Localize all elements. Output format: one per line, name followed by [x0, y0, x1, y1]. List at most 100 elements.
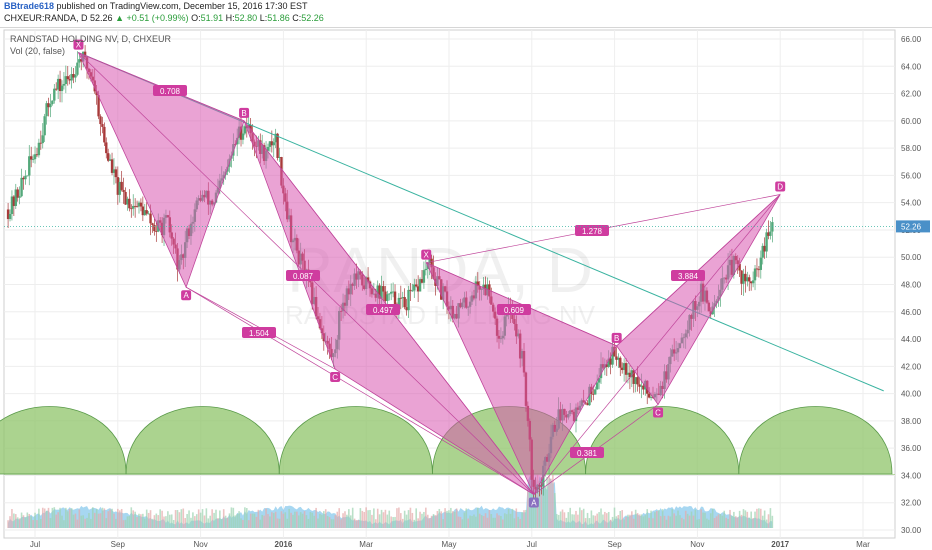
- ratio-badge: [671, 270, 705, 281]
- candle-body: [133, 205, 137, 207]
- up-arrow-icon: ▲: [115, 13, 124, 23]
- volume-bar: [159, 509, 161, 528]
- volume-bar: [640, 514, 643, 528]
- pattern-point-badge: [421, 249, 432, 260]
- candle-body: [58, 78, 62, 92]
- x-tick-label: Jul: [30, 540, 40, 549]
- volume-bar: [371, 514, 373, 528]
- candle-body: [757, 269, 761, 271]
- candle-body: [124, 191, 127, 205]
- volume-bar: [477, 507, 479, 528]
- y-tick-label: 54.00: [901, 199, 922, 208]
- pattern-point-label: B: [614, 334, 619, 343]
- volume-bar: [238, 511, 240, 528]
- volume-bar: [550, 478, 552, 528]
- ratio-label: 0.381: [577, 449, 598, 458]
- volume-bar: [459, 516, 462, 528]
- candle-body: [595, 382, 599, 390]
- volume-bar: [384, 509, 387, 528]
- volume-bar: [621, 510, 623, 528]
- volume-bar: [22, 515, 25, 528]
- candle-body: [76, 62, 79, 75]
- volume-bar: [663, 515, 666, 528]
- volume-bar: [442, 519, 444, 528]
- candle-body: [108, 159, 112, 161]
- volume-bar: [234, 515, 237, 528]
- candle-body: [366, 277, 370, 282]
- volume-bar: [752, 518, 754, 528]
- volume-bar: [577, 514, 579, 528]
- volume-bar: [323, 511, 325, 528]
- volume-bar: [665, 519, 668, 528]
- candle-body: [51, 100, 54, 104]
- candle-body: [376, 285, 379, 298]
- volume-bar: [7, 520, 9, 528]
- volume-bar: [677, 510, 679, 528]
- pattern-point-label: C: [655, 409, 661, 418]
- volume-bar: [290, 512, 292, 528]
- pattern-point-badge: [330, 372, 341, 383]
- volume-bar: [209, 515, 212, 528]
- volume-bar: [754, 511, 756, 528]
- candle-body: [761, 245, 764, 258]
- volume-bar: [727, 518, 729, 528]
- volume-bar: [63, 520, 65, 528]
- candle-body: [638, 384, 641, 387]
- volume-bar: [199, 512, 202, 528]
- volume-bar: [149, 510, 152, 528]
- volume-bar: [659, 516, 662, 528]
- candle-body: [630, 370, 634, 378]
- y-tick-label: 56.00: [901, 171, 922, 180]
- volume-bar: [124, 519, 127, 528]
- volume-bar: [357, 520, 360, 528]
- pattern-ratio-line: [185, 286, 535, 495]
- ratio-badge: [153, 85, 187, 96]
- candle-body: [118, 181, 121, 195]
- volume-bar: [182, 508, 185, 528]
- candle-body: [114, 169, 118, 178]
- volume-bar: [361, 510, 364, 528]
- candle-body: [14, 189, 17, 206]
- candle-body: [116, 177, 120, 195]
- price-axis[interactable]: 30.00 32.00 34.00 36.00 38.00 40.00 42.00 44.00…: [4, 35, 930, 535]
- volume-bar: [746, 511, 749, 528]
- volume-bar: [288, 508, 290, 528]
- volume-bar: [251, 513, 254, 528]
- volume-bar: [82, 515, 84, 528]
- volume-bar: [409, 507, 412, 528]
- volume-bar: [421, 513, 423, 528]
- volume-bar: [95, 509, 98, 528]
- volume-bar: [700, 509, 702, 528]
- open-label: O:: [191, 13, 201, 23]
- volume-bar: [644, 515, 647, 528]
- volume-bar: [602, 514, 604, 528]
- volume-bar: [55, 514, 58, 528]
- volume-bar: [113, 513, 115, 528]
- volume-bar: [330, 519, 333, 528]
- harmonic-patterns[interactable]: X A B C 0.708 0.087 1.504 X A B C D 0.497 0.609 0.381 3…: [73, 39, 786, 508]
- price-chart[interactable]: RANDA, D RANDSTAD HOLDING NV XABC0.7080.…: [0, 28, 932, 550]
- header-divider: [0, 27, 932, 28]
- volume-bar: [57, 512, 59, 528]
- candle-body: [628, 372, 632, 378]
- volume-bar: [107, 511, 109, 528]
- ratio-badge: [242, 327, 276, 338]
- volume-bar: [708, 519, 710, 528]
- candle-body: [647, 393, 651, 398]
- volume-bar: [451, 511, 454, 528]
- time-axis[interactable]: Jul Sep Nov 2016 Mar May Jul Sep Nov 2017 Mar: [30, 540, 870, 549]
- volume-bar: [16, 517, 19, 528]
- volume-bar: [498, 515, 500, 528]
- author-link[interactable]: BBtrade618: [4, 1, 55, 11]
- volume-bar: [192, 512, 194, 528]
- volume-bar: [26, 512, 29, 528]
- candle-body: [64, 76, 68, 85]
- volume-bar: [236, 514, 238, 528]
- volume-bar: [548, 475, 550, 528]
- volume-bar: [675, 515, 677, 528]
- volume-bar: [769, 508, 772, 528]
- volume-bar: [294, 511, 296, 528]
- volume-bar: [103, 508, 106, 528]
- candle-body: [103, 126, 106, 143]
- volume-bar: [455, 508, 458, 528]
